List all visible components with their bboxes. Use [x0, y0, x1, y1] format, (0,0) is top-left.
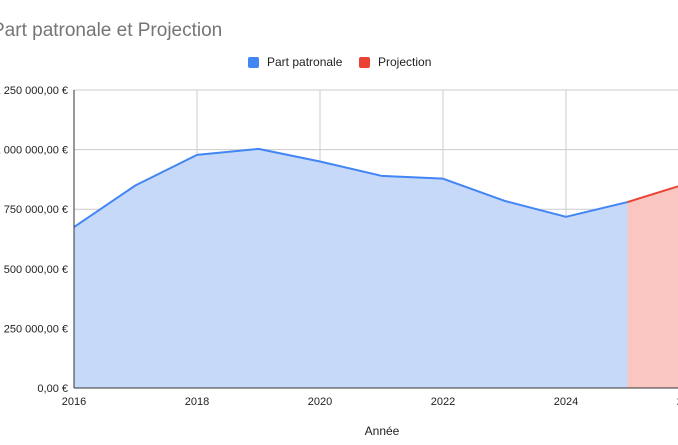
y-tick-label: 1 000 000,00 €	[0, 145, 68, 157]
y-tick-label: 750 000,00 €	[4, 204, 68, 216]
series-area-0	[74, 148, 628, 388]
axes	[73, 90, 678, 389]
tick-labels: 0,00 € 250 000,00 € 500 000,00 € 750 000,00…	[0, 85, 678, 408]
y-tick-label: 1 250 000,00 €	[0, 85, 68, 97]
legend-item-part-patronale[interactable]: Part patronale	[248, 55, 342, 69]
series-line-0	[73, 147, 628, 228]
legend-label-projection: Projection	[378, 55, 432, 69]
legend-label-part-patronale: Part patronale	[267, 55, 343, 69]
y-tick-label: 500 000,00 €	[4, 264, 68, 276]
series-areas	[74, 148, 678, 388]
legend-swatch-part-patronale	[248, 56, 259, 68]
series-line-1	[627, 185, 678, 204]
x-tick-label: 2022	[431, 396, 455, 408]
x-tick-label: 2020	[308, 396, 332, 408]
series-lines	[73, 147, 678, 228]
x-tick-label: 2026	[677, 396, 678, 408]
y-tick-label: 0,00 €	[37, 383, 68, 395]
x-axis-label: Année	[365, 424, 400, 438]
x-tick-label: 2016	[62, 396, 86, 408]
series-area-1	[627, 186, 678, 388]
legend-swatch-projection	[359, 56, 370, 68]
legend-item-projection[interactable]: Projection	[359, 55, 431, 69]
legend: Part patronale Projection	[0, 55, 678, 71]
x-tick-label: 2018	[185, 396, 209, 408]
chart-title: Part patronale et Projection	[0, 20, 223, 41]
x-tick-label: 2024	[554, 396, 578, 408]
y-tick-label: 250 000,00 €	[4, 323, 68, 335]
